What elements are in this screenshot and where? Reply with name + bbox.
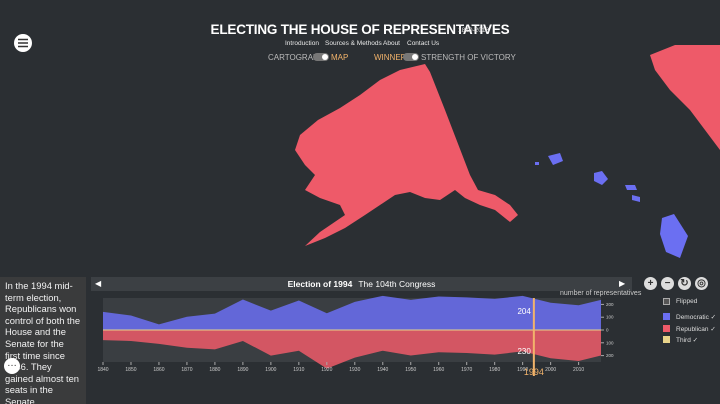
x-tick-label: 1880: [209, 367, 220, 373]
x-tick-label: 1990: [517, 367, 528, 373]
locate[interactable]: ◎: [695, 277, 708, 290]
zoom-in[interactable]: +: [644, 277, 657, 290]
alaska[interactable]: [295, 64, 518, 246]
toggle-label[interactable]: CARTOGRAM: [268, 53, 320, 62]
legend-swatch: [663, 336, 670, 343]
x-tick-label: 1970: [461, 367, 472, 373]
prev-button[interactable]: ◀: [95, 279, 102, 288]
legend-item[interactable]: Third ✓: [676, 337, 699, 344]
reset[interactable]: ↻: [678, 277, 691, 290]
x-tick-label: 1950: [405, 367, 416, 373]
menu-icon: [18, 38, 28, 48]
legend-swatch: [663, 313, 670, 320]
y-tick-label: 200: [606, 353, 614, 358]
story-text: In the 1994 mid-term election, Republica…: [0, 277, 86, 404]
hawaii[interactable]: [535, 153, 688, 258]
title: ELECTING THE HOUSE OF REPRESENTATIVES: [210, 22, 510, 37]
nav-link[interactable]: Sources & Methods: [325, 40, 382, 47]
legend-item[interactable]: Flipped: [676, 298, 698, 305]
x-tick-label: 1910: [293, 367, 304, 373]
x-tick-label: 1860: [153, 367, 164, 373]
nav-link[interactable]: Introduction: [285, 40, 319, 47]
toggle-switch[interactable]: [313, 53, 329, 61]
x-tick-label: 1890: [237, 367, 248, 373]
republican-area: [103, 330, 601, 369]
nav-link[interactable]: About: [383, 40, 400, 47]
y-tick-label: 100: [606, 315, 614, 320]
x-tick-label: 1900: [265, 367, 276, 373]
y-tick-label: 100: [606, 340, 614, 345]
x-tick-label: 1870: [181, 367, 192, 373]
dem-count: 204: [517, 307, 531, 316]
x-tick-label: 1930: [349, 367, 360, 373]
year-range: 1840-2018: [458, 27, 490, 34]
legend-item[interactable]: Democratic ✓: [676, 314, 717, 321]
marker-year: 1994: [524, 367, 544, 377]
pacific-northwest[interactable]: [650, 45, 720, 150]
x-tick-label: 2010: [573, 367, 584, 373]
zoom-out[interactable]: −: [661, 277, 674, 290]
x-tick-label: 1920: [321, 367, 332, 373]
timeline-title: Election of 1994 The 104th Congress: [91, 279, 632, 289]
x-tick-label: 1850: [125, 367, 136, 373]
rep-count: 230: [517, 347, 531, 356]
more-button[interactable]: …: [4, 358, 20, 374]
x-tick-label: 1840: [97, 367, 108, 373]
next-button[interactable]: ▶: [619, 279, 626, 288]
legend-swatch: [663, 325, 670, 332]
x-tick-label: 1960: [433, 367, 444, 373]
toggle-switch[interactable]: [403, 53, 419, 61]
election-heading: Election of 1994: [287, 279, 353, 289]
legend-item[interactable]: Republican ✓: [676, 326, 716, 333]
axis-label: number of representatives: [560, 290, 642, 297]
timeline-chart: 1840 1850 1860 1870 1880 1890 1900 1910 1920 1930…: [97, 295, 614, 377]
toggle-label[interactable]: MAP: [331, 53, 349, 62]
x-tick-label: 1940: [377, 367, 388, 373]
congress: The 104th Congress: [358, 279, 436, 289]
y-tick-label: 0: [606, 328, 609, 333]
toggle-label[interactable]: WINNER: [374, 53, 407, 62]
democratic-area: [103, 295, 601, 330]
x-tick-label: 1980: [489, 367, 500, 373]
toggle-label[interactable]: STRENGTH OF VICTORY: [421, 53, 516, 62]
x-tick-label: 2000: [545, 367, 556, 373]
y-tick-label: 200: [606, 302, 614, 307]
flipped-icon[interactable]: [663, 298, 670, 305]
timeline-header: [91, 277, 632, 291]
nav-link[interactable]: Contact Us: [407, 40, 440, 47]
